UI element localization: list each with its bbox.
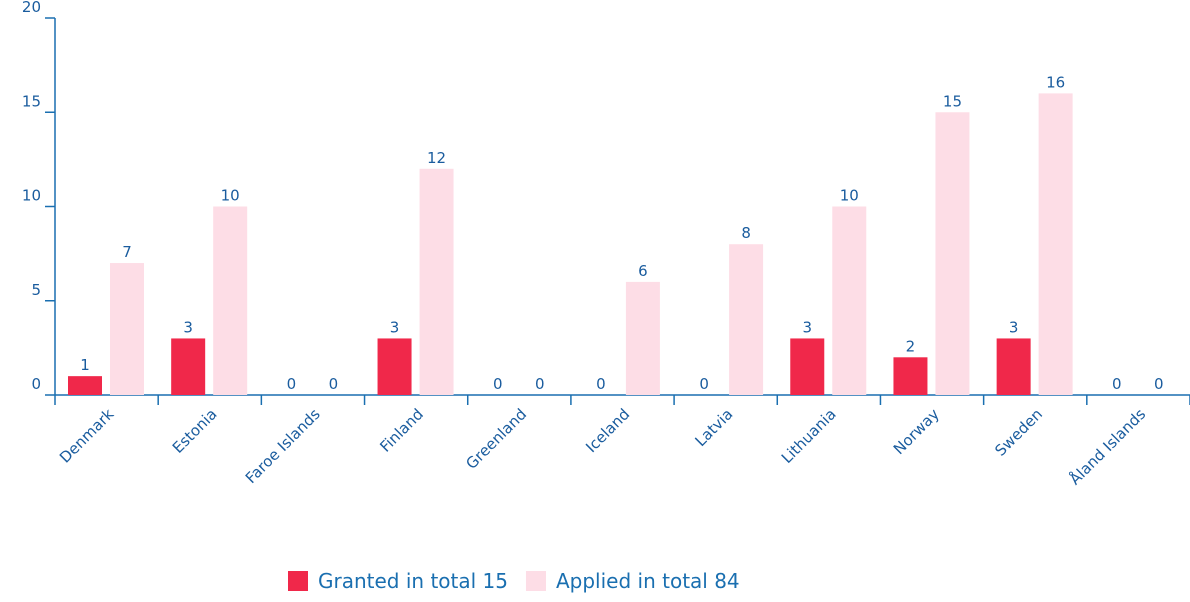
data-label: 15 [943, 92, 962, 110]
data-label: 0 [329, 375, 339, 393]
x-tick-label: Latvia [691, 405, 736, 450]
bar [832, 206, 867, 395]
y-tick-label: 10 [22, 187, 41, 205]
data-label: 0 [1154, 375, 1164, 393]
legend-label: Granted in total 15 [318, 569, 508, 593]
x-tick-label: Greenland [462, 405, 530, 473]
data-label: 0 [535, 375, 545, 393]
data-label: 1 [80, 356, 90, 374]
legend-swatch [288, 571, 308, 591]
x-tick-label: Iceland [582, 405, 633, 456]
bar [1038, 93, 1073, 396]
bar [377, 338, 412, 395]
data-label: 3 [1009, 318, 1019, 336]
y-tick-label: 5 [31, 281, 41, 299]
data-label: 3 [390, 318, 400, 336]
x-tick-label: Åland Islands [1065, 404, 1149, 488]
bar [729, 244, 764, 395]
data-label: 0 [493, 375, 503, 393]
data-label: 3 [802, 318, 812, 336]
x-tick-label: Norway [890, 405, 943, 458]
bar [213, 206, 248, 395]
y-tick-label: 20 [22, 0, 41, 16]
legend-swatch [525, 571, 546, 591]
data-label: 7 [122, 243, 132, 261]
bar [790, 338, 825, 395]
bar [893, 357, 928, 395]
x-tick-label: Finland [376, 405, 427, 456]
x-tick-label: Denmark [56, 405, 118, 467]
bar [419, 168, 454, 395]
data-label: 0 [1112, 375, 1122, 393]
data-label: 0 [699, 375, 709, 393]
x-tick-label: Faroe Islands [242, 405, 324, 487]
x-tick-label: Estonia [169, 405, 221, 457]
data-label: 12 [427, 149, 446, 167]
bar [935, 112, 970, 395]
data-label: 2 [906, 337, 916, 355]
data-label: 0 [596, 375, 606, 393]
bar [171, 338, 206, 395]
data-label: 16 [1046, 73, 1065, 91]
data-label: 10 [221, 187, 240, 205]
legend-label: Applied in total 84 [556, 569, 740, 593]
bar [625, 281, 660, 395]
data-label: 0 [287, 375, 297, 393]
x-tick-label: Lithuania [778, 405, 840, 467]
data-label: 10 [840, 187, 859, 205]
y-tick-label: 0 [31, 375, 41, 393]
x-tick-label: Sweden [991, 405, 1046, 460]
data-label: 8 [741, 224, 751, 242]
data-label: 3 [183, 318, 193, 336]
y-tick-label: 15 [22, 92, 41, 110]
bar [110, 263, 144, 395]
data-label: 6 [638, 262, 648, 280]
bar [996, 338, 1031, 395]
bar [68, 376, 102, 395]
